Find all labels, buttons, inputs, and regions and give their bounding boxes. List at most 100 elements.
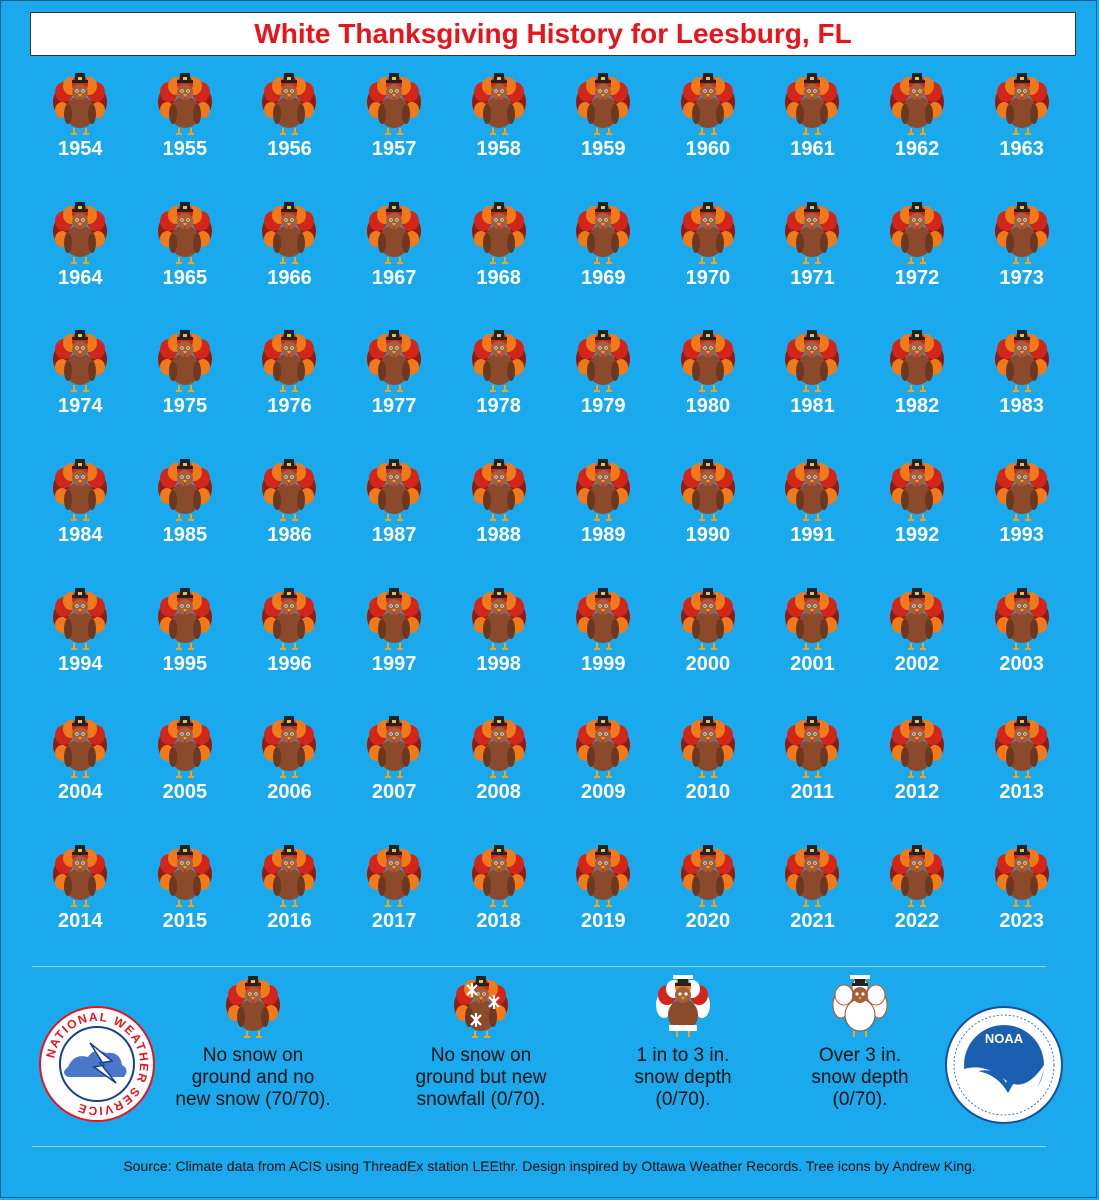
turkey-no-snow-icon <box>889 458 946 522</box>
turkey-no-snow-icon <box>225 975 281 1038</box>
year-cell: 1978 <box>446 329 551 458</box>
year-label: 2020 <box>685 910 731 933</box>
year-cell: 1961 <box>760 72 865 201</box>
turkey-no-snow-icon <box>156 200 213 264</box>
year-cell: 1988 <box>446 458 551 587</box>
year-cell: 1992 <box>865 458 970 587</box>
year-label: 1984 <box>58 524 103 547</box>
year-label: 2001 <box>790 652 835 675</box>
year-label: 2010 <box>685 781 731 804</box>
turkey-no-snow-icon <box>52 586 109 650</box>
turkey-no-snow-icon <box>679 458 736 522</box>
year-cell: 1986 <box>237 458 342 587</box>
legend-item-light-snow: 1 in to 3 in. snow depth (0/70). <box>588 975 778 1111</box>
year-label: 1998 <box>476 652 521 675</box>
year-cell: 1958 <box>446 72 551 201</box>
year-label: 1977 <box>371 395 417 418</box>
turkey-no-snow-icon <box>993 458 1050 522</box>
year-cell: 1974 <box>28 329 133 458</box>
year-label: 2007 <box>371 781 417 804</box>
turkey-no-snow-icon <box>52 72 109 135</box>
year-cell: 2015 <box>133 844 238 973</box>
turkey-no-snow-icon <box>679 715 736 779</box>
year-cell: 1967 <box>342 200 447 330</box>
turkey-no-snow-icon <box>366 458 423 522</box>
year-cell: 1984 <box>28 458 133 587</box>
year-label: 1963 <box>999 138 1044 160</box>
turkey-no-snow-icon <box>993 72 1050 135</box>
year-cell: 1960 <box>656 72 761 201</box>
nws-logo-icon: NATIONAL WEATHER SERVICE <box>39 1006 155 1122</box>
turkey-no-snow-icon <box>679 200 736 264</box>
year-grid: 1954 1955 1956 1957 1958 1959 1960 1961 1962 1963… <box>28 72 1074 973</box>
turkey-no-snow-icon <box>784 586 841 650</box>
year-cell: 2006 <box>237 715 342 844</box>
turkey-no-snow-icon <box>575 200 632 264</box>
turkey-no-snow-icon <box>156 586 213 650</box>
year-label: 1966 <box>267 266 312 289</box>
year-cell: 1989 <box>551 458 656 587</box>
year-cell: 2010 <box>656 715 761 844</box>
year-cell: 2002 <box>865 586 970 716</box>
year-cell: 1998 <box>446 586 551 716</box>
page-title: White Thanksgiving History for Leesburg,… <box>254 18 852 49</box>
year-label: 1973 <box>999 266 1044 289</box>
legend-item-no-snow: No snow on ground and no new snow (70/70… <box>158 975 348 1111</box>
year-cell: 1979 <box>551 329 656 458</box>
year-cell: 1993 <box>969 458 1074 587</box>
year-cell: 1959 <box>551 72 656 201</box>
year-label: 1962 <box>894 138 940 160</box>
turkey-no-snow-icon <box>470 586 527 650</box>
year-cell: 1962 <box>865 72 970 201</box>
turkey-no-snow-icon <box>784 329 841 393</box>
year-label: 1996 <box>267 652 312 675</box>
turkey-no-snow-icon <box>575 844 632 908</box>
turkey-no-snow-icon <box>261 715 318 779</box>
year-label: 1985 <box>162 524 208 547</box>
year-cell: 1990 <box>656 458 761 587</box>
year-cell: 2000 <box>656 586 761 716</box>
year-cell: 2019 <box>551 844 656 973</box>
turkey-no-snow-icon <box>993 586 1050 650</box>
turkey-no-snow-icon <box>52 844 109 908</box>
turkey-no-snow-icon <box>784 844 841 908</box>
year-label: 1965 <box>162 266 208 289</box>
year-label: 1987 <box>371 524 417 547</box>
turkey-no-snow-icon <box>575 715 632 779</box>
year-cell: 1970 <box>656 200 761 330</box>
year-cell: 1957 <box>342 72 447 201</box>
year-label: 2021 <box>790 910 835 933</box>
turkey-no-snow-icon <box>889 72 946 135</box>
year-cell: 1977 <box>342 329 447 458</box>
year-label: 1956 <box>267 138 312 160</box>
turkey-no-snow-icon <box>52 329 109 393</box>
legend-text-no-snow: No snow on ground and no new snow (70/70… <box>175 1045 331 1110</box>
year-cell: 1968 <box>446 200 551 330</box>
year-label: 1969 <box>581 266 626 289</box>
turkey-no-snow-icon <box>156 844 213 908</box>
turkey-no-snow-icon <box>784 715 841 779</box>
year-cell: 1954 <box>28 72 133 201</box>
turkey-no-snow-icon <box>470 715 527 779</box>
year-label: 1986 <box>267 524 312 547</box>
turkey-no-snow-icon <box>575 586 632 650</box>
legend-item-new-snowfall: No snow on ground but new snowfall (0/70… <box>386 975 576 1111</box>
year-label: 1980 <box>685 395 731 418</box>
turkey-no-snow-icon <box>889 844 946 908</box>
year-label: 1968 <box>476 266 521 289</box>
turkey-no-snow-icon <box>261 72 318 135</box>
turkey-no-snow-icon <box>156 72 213 135</box>
turkey-no-snow-icon <box>784 72 841 135</box>
turkey-no-snow-icon <box>575 72 632 135</box>
year-label: 1967 <box>371 266 417 289</box>
year-cell: 2017 <box>342 844 447 973</box>
year-cell: 2013 <box>969 715 1074 844</box>
turkey-no-snow-icon <box>993 715 1050 779</box>
turkey-no-snow-icon <box>52 200 109 264</box>
year-label: 1991 <box>790 524 835 547</box>
year-cell: 1972 <box>865 200 970 330</box>
year-cell: 2008 <box>446 715 551 844</box>
year-cell: 1956 <box>237 72 342 201</box>
year-label: 1995 <box>162 652 208 675</box>
